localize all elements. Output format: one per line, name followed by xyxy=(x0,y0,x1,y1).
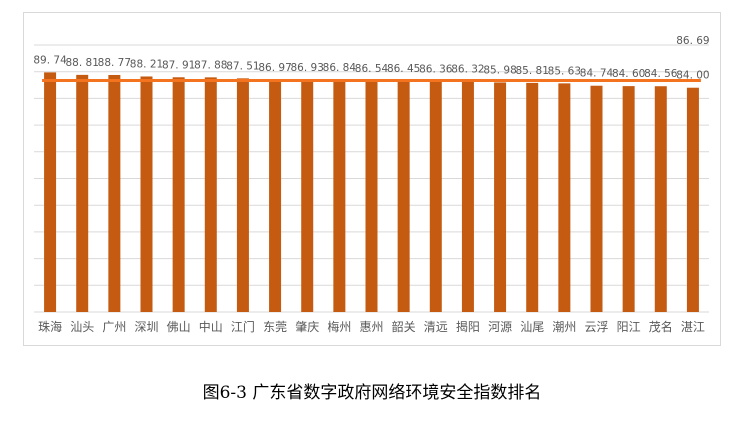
data-label: 85. 63 xyxy=(548,65,581,77)
category-label: 云浮 xyxy=(584,320,608,334)
data-label: 89. 74 xyxy=(33,54,67,66)
figure-caption: 图6-3 广东省数字政府网络环境安全指数排名 xyxy=(202,383,542,403)
category-label: 湛江 xyxy=(681,320,705,334)
data-label: 86. 84 xyxy=(323,62,357,74)
category-label: 阳江 xyxy=(617,320,641,334)
category-label: 汕头 xyxy=(70,320,94,334)
data-label: 84. 60 xyxy=(612,68,645,80)
data-label: 86. 54 xyxy=(355,63,389,75)
bar xyxy=(44,72,57,312)
bar xyxy=(76,74,89,312)
category-label: 广州 xyxy=(102,320,126,334)
data-label: 85. 98 xyxy=(483,64,516,76)
bar xyxy=(686,87,699,312)
data-label: 85. 81 xyxy=(516,65,549,77)
bar xyxy=(269,79,282,312)
data-label: 87. 88 xyxy=(194,59,227,71)
category-label: 惠州 xyxy=(359,320,383,334)
bar xyxy=(397,81,410,312)
bar xyxy=(429,81,442,313)
category-label: 中山 xyxy=(199,319,223,334)
bar xyxy=(172,77,185,312)
bar xyxy=(140,76,153,312)
bar xyxy=(558,83,571,313)
bar xyxy=(590,85,603,312)
bar xyxy=(526,82,539,312)
data-label: 86. 36 xyxy=(419,63,453,75)
category-label: 佛山 xyxy=(167,320,191,334)
category-label: 清远 xyxy=(424,320,448,334)
category-label: 河源 xyxy=(488,320,512,334)
chart-frame: 86. 69 89. 74 88. 81 88. 77 88. 21 87. 91 87.… xyxy=(23,12,721,346)
data-label: 88. 77 xyxy=(98,57,131,69)
bar xyxy=(365,80,378,312)
data-label: 88. 81 xyxy=(66,57,99,69)
data-label: 84. 00 xyxy=(676,70,709,82)
bar xyxy=(622,86,635,312)
category-label: 汕尾 xyxy=(520,320,544,334)
bar xyxy=(236,78,249,312)
category-label: 深圳 xyxy=(134,320,158,334)
bars xyxy=(44,72,699,313)
bar xyxy=(108,74,121,312)
data-label: 87. 91 xyxy=(162,59,195,71)
data-label: 86. 32 xyxy=(451,64,484,76)
bar xyxy=(461,81,474,312)
category-label: 江门 xyxy=(231,319,255,334)
bar xyxy=(333,80,346,312)
data-label: 86. 45 xyxy=(387,63,420,75)
category-label: 茂名 xyxy=(649,319,673,334)
category-label: 潮州 xyxy=(552,319,576,334)
category-labels: 珠海 汕头 广州 深圳 佛山 中山 江门 东莞 肇庆 梅州 惠州 韶关 清远 揭阳 河源 汕尾 潮州 云浮 阳江 茂名… xyxy=(38,319,705,334)
average-label: 86. 69 xyxy=(676,35,709,47)
data-label: 88. 21 xyxy=(130,58,163,70)
bar xyxy=(204,77,217,312)
category-label: 揭阳 xyxy=(456,319,480,334)
data-label: 84. 74 xyxy=(580,68,614,80)
category-label: 珠海 xyxy=(38,319,62,334)
category-label: 梅州 xyxy=(327,319,351,334)
category-label: 韶关 xyxy=(392,319,416,334)
category-label: 肇庆 xyxy=(295,319,319,334)
data-label: 87. 51 xyxy=(226,60,259,72)
bar xyxy=(654,86,667,313)
bar xyxy=(301,79,314,312)
data-label: 84. 56 xyxy=(644,68,678,80)
category-label: 东莞 xyxy=(263,320,287,334)
bar xyxy=(494,82,507,312)
data-label: 86. 93 xyxy=(291,62,324,74)
average-line-group: 86. 69 xyxy=(42,35,710,83)
data-label: 86. 97 xyxy=(258,62,291,74)
